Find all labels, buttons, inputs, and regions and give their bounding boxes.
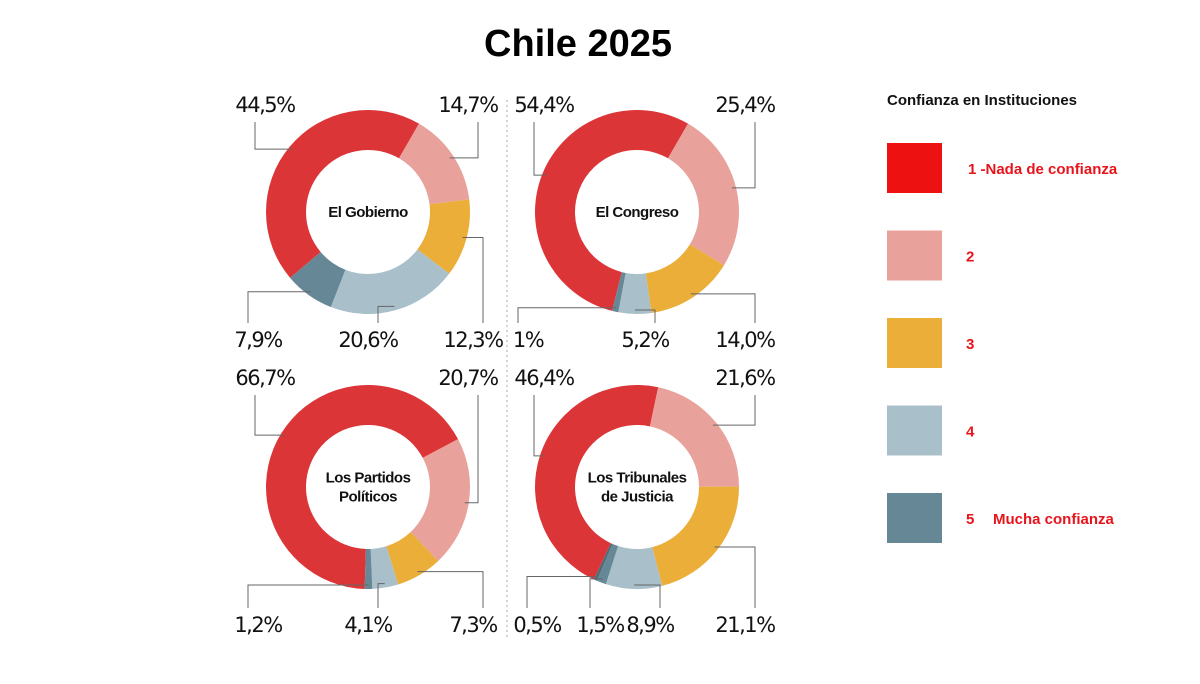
donut-segment	[417, 199, 470, 274]
value-label: 66,7%	[235, 366, 295, 390]
value-label: 14,0%	[715, 328, 775, 352]
legend-swatch	[887, 405, 942, 456]
donut-segment	[399, 123, 470, 205]
legend-swatch	[887, 230, 942, 281]
value-label: 5,2%	[621, 328, 669, 352]
page-title: Chile 2025	[484, 23, 672, 65]
donut-segment	[668, 123, 739, 266]
donut-segment	[593, 543, 613, 581]
chart-title: El Congreso	[596, 204, 679, 221]
leader-line	[517, 307, 617, 323]
donut-segment	[618, 272, 652, 314]
legend-swatch	[887, 493, 942, 543]
legend-title: Confianza en Instituciones	[887, 92, 1077, 109]
legend-label: 4	[966, 424, 975, 441]
donut-segment	[535, 385, 659, 580]
leader-line	[377, 305, 395, 323]
leader-line	[731, 122, 756, 189]
legend-sublabel: Mucha confianza	[993, 511, 1115, 528]
chart-title: Políticos	[339, 489, 397, 506]
legend-label: 2	[966, 249, 974, 266]
value-label: 14,7%	[438, 93, 498, 117]
donut-segment	[645, 244, 725, 313]
chart-title: El Gobierno	[328, 204, 408, 221]
leader-line	[377, 583, 385, 608]
value-label: 12,3%	[443, 328, 503, 352]
value-label: 1,5%	[576, 613, 624, 637]
chart-title: de Justicia	[601, 489, 674, 506]
value-label: 46,4%	[514, 366, 574, 390]
leader-line	[247, 584, 369, 608]
value-label: 7,9%	[234, 328, 282, 352]
leader-line	[714, 546, 756, 608]
legend-swatch	[887, 143, 942, 193]
donut-segment	[535, 110, 688, 311]
value-label: 7,3%	[449, 613, 497, 637]
leader-line	[449, 122, 479, 159]
value-label: 1%	[513, 328, 544, 352]
chart-title: Los Partidos	[326, 470, 411, 487]
legend-swatch	[887, 318, 942, 368]
value-label: 8,9%	[626, 613, 674, 637]
value-label: 4,1%	[344, 613, 392, 637]
leader-line	[462, 236, 484, 323]
leader-line	[634, 309, 656, 323]
donut-segment	[612, 272, 626, 313]
value-label: 20,6%	[338, 328, 398, 352]
leader-line	[589, 578, 603, 608]
donut-segment	[266, 385, 459, 589]
donut-segment	[265, 109, 419, 278]
leader-line	[247, 291, 311, 323]
value-label: 54,4%	[514, 93, 574, 117]
value-label: 21,1%	[715, 613, 775, 637]
value-label: 25,4%	[715, 93, 775, 117]
legend-label: 5	[966, 511, 974, 528]
donut-segment	[290, 252, 346, 307]
chart-title: Los Tribunales	[588, 470, 687, 487]
donut-segment	[410, 439, 471, 562]
value-label: 21,6%	[715, 366, 775, 390]
donut-segment	[649, 387, 739, 487]
leader-line	[533, 122, 547, 176]
leader-line	[464, 395, 479, 504]
donut-segment	[605, 546, 663, 590]
donut-segment	[330, 249, 450, 314]
donut-segment	[596, 544, 619, 585]
value-label: 0,5%	[513, 613, 561, 637]
donut-segment	[370, 546, 399, 589]
leader-line	[690, 293, 756, 323]
leader-line	[533, 395, 545, 457]
donut-segment	[652, 486, 739, 586]
legend-label: 3	[966, 336, 974, 353]
leader-line	[254, 395, 285, 436]
leader-line	[417, 571, 484, 608]
leader-line	[526, 575, 598, 608]
value-label: 44,5%	[235, 93, 295, 117]
leader-line	[713, 395, 756, 426]
value-label: 20,7%	[438, 366, 498, 390]
value-label: 1,2%	[234, 613, 282, 637]
leader-line	[634, 584, 661, 608]
donut-segment	[364, 548, 373, 589]
leader-line	[254, 122, 293, 150]
legend-label: 1 -Nada de confianza	[968, 161, 1118, 178]
